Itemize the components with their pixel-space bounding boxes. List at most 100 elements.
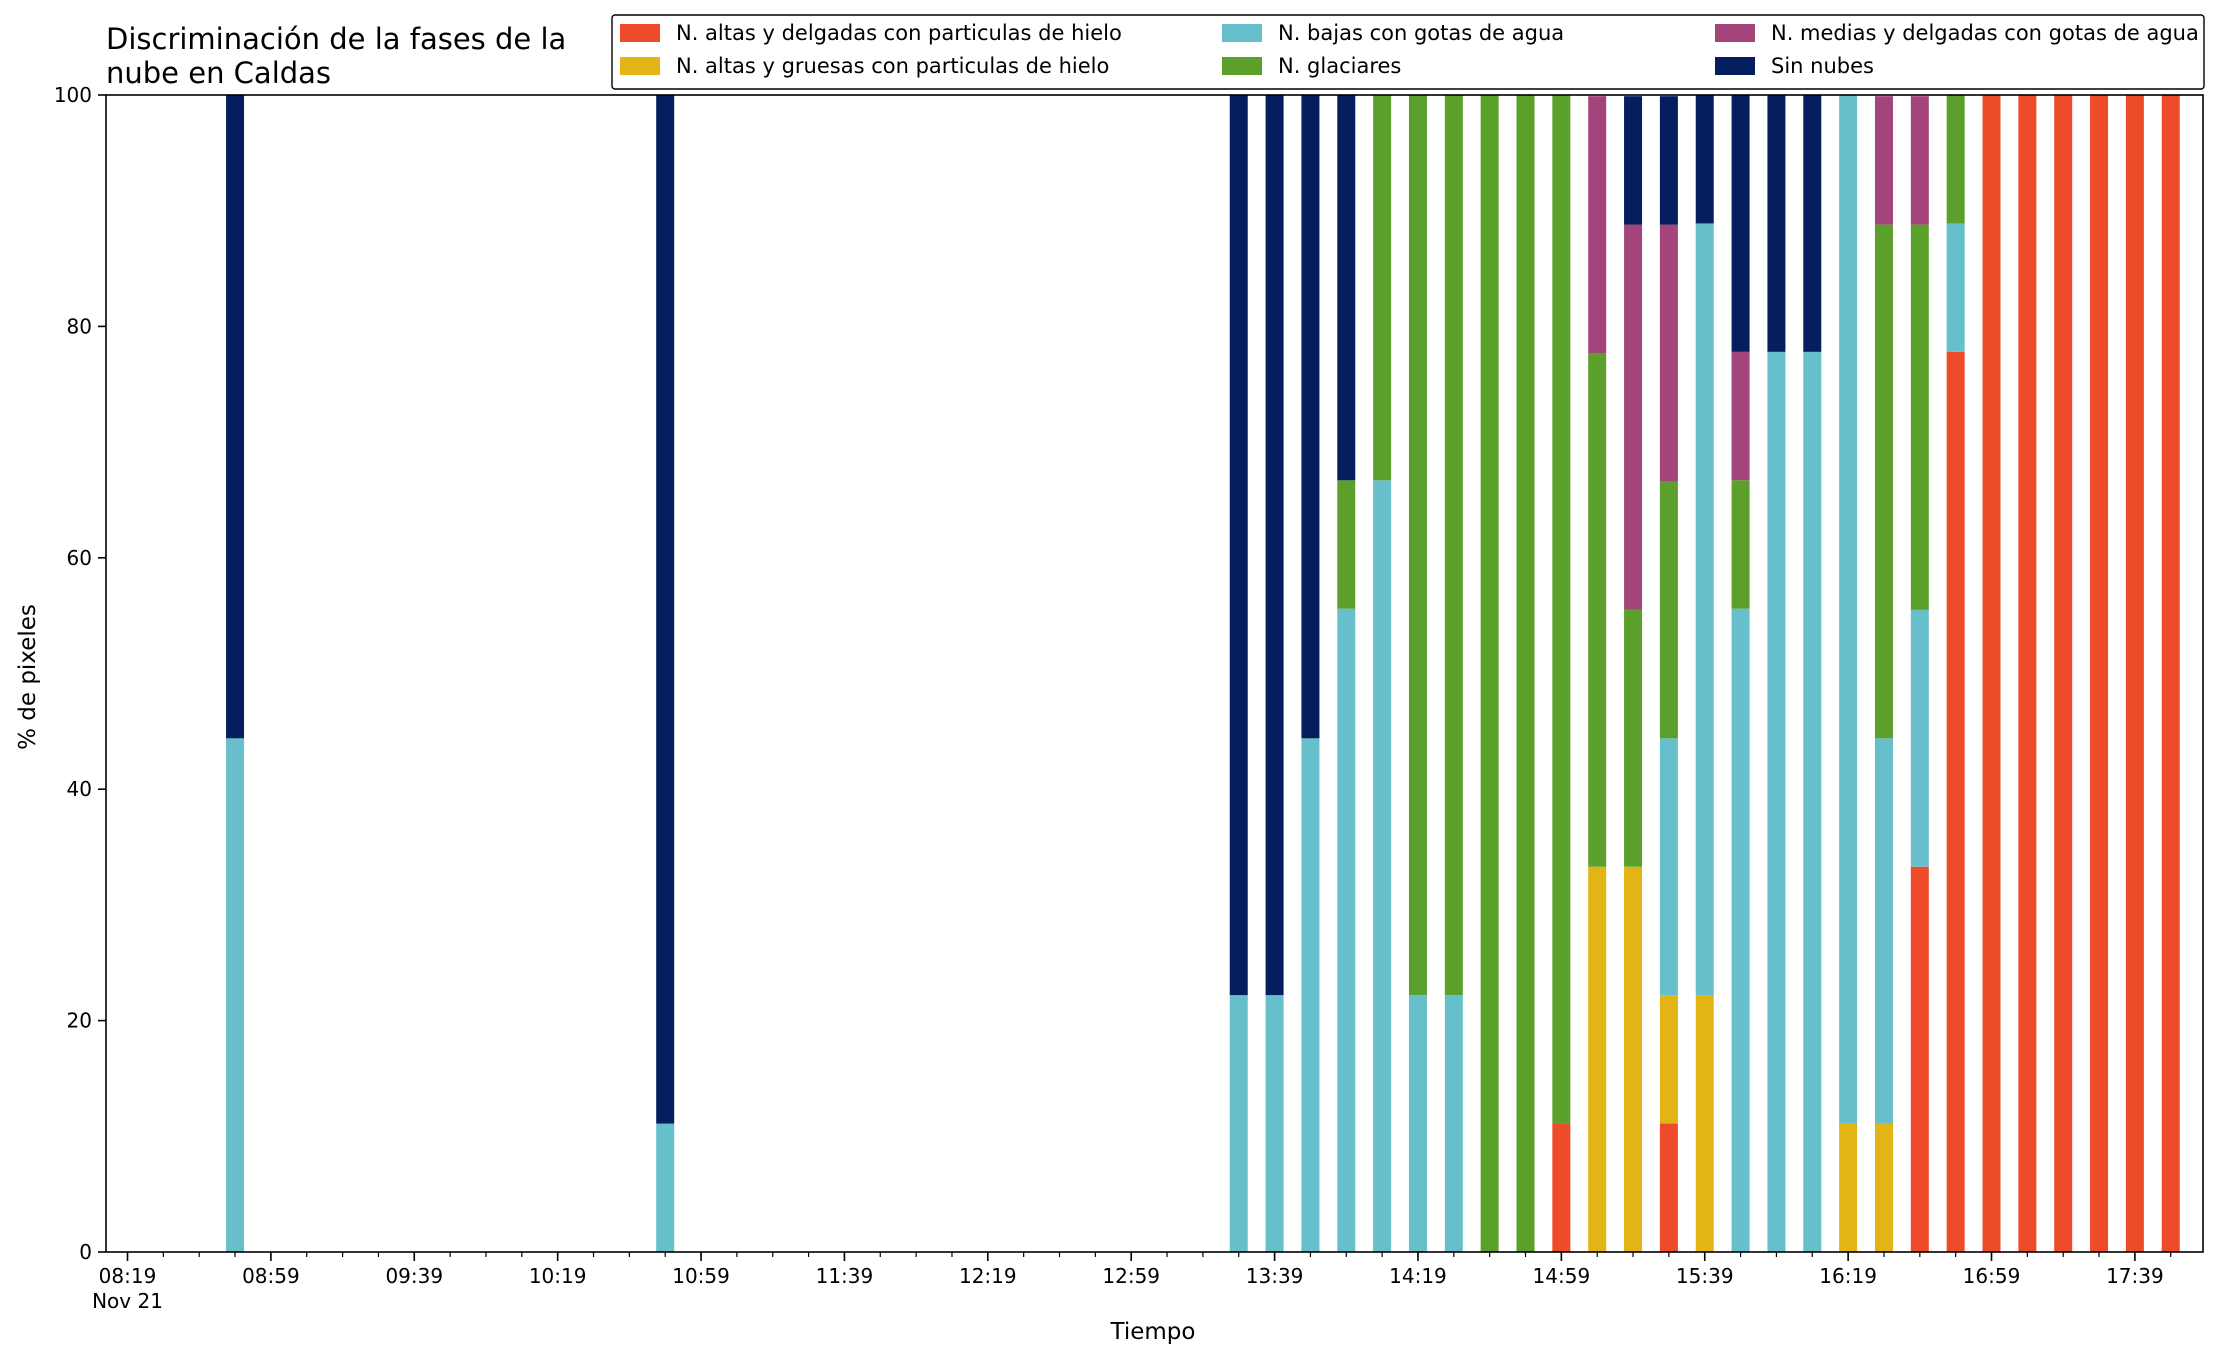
bar-segment-water_low-1419	[1408, 995, 1427, 1252]
bar-segment-ice_thin-1529	[1659, 1123, 1678, 1252]
legend-label-ice_thick: N. altas y gruesas con particulas de hie…	[676, 54, 1109, 78]
bar-segment-glacier-1549	[1731, 480, 1750, 609]
bar-segment-glacier-1439	[1480, 95, 1499, 1252]
x-tick-label: 10:19	[529, 1264, 587, 1288]
bar-segment-water_low-1529	[1659, 738, 1678, 996]
plot-frame	[105, 94, 2204, 1253]
bar-segment-clear-1609	[1803, 95, 1822, 352]
bar-segment-glacier-1359	[1337, 480, 1356, 609]
x-tick-label: 10:59	[672, 1264, 730, 1288]
bar-segment-ice_thin-1719	[2054, 95, 2073, 1252]
bar-segment-ice_thick-1509	[1588, 866, 1607, 1252]
legend-label-water_low: N. bajas con gotas de agua	[1278, 21, 1564, 45]
bar-segment-water_low-1429	[1444, 995, 1463, 1252]
legend-swatch-ice_thin	[620, 24, 660, 42]
bar-segment-clear-1349	[1301, 95, 1320, 739]
bar-segment-ice_thin-1739	[2125, 95, 2144, 1252]
legend-label-ice_thin: N. altas y delgadas con particulas de hi…	[676, 21, 1122, 45]
bar-segment-water_low-1619	[1839, 95, 1858, 1124]
chart-title-line-2: nube en Caldas	[106, 56, 331, 90]
legend-swatch-water_low	[1222, 24, 1262, 42]
bar-segment-water_low-1559	[1767, 351, 1786, 1253]
bar-segment-clear-1329	[1229, 95, 1248, 996]
bar-segment-clear-1049	[656, 95, 675, 1124]
bar-segment-water_low-1549	[1731, 608, 1750, 1252]
chart-title-line-1: Discriminación de la fases de la	[106, 22, 566, 56]
bar-segment-glacier-1629	[1874, 224, 1893, 739]
bar-segment-water_low-1049	[656, 1123, 675, 1252]
y-tick-label: 80	[67, 314, 92, 338]
bar-segment-ice_thin-1749	[2161, 95, 2180, 1252]
bar-segment-water_low-1329	[1229, 995, 1248, 1252]
x-tick-label: 11:39	[816, 1264, 874, 1288]
bar-segment-water_mid-1509	[1588, 96, 1607, 354]
bar-segment-water_low-1639	[1910, 609, 1929, 867]
x-tick-label: 16:59	[1963, 1264, 2021, 1288]
y-tick-label: 60	[67, 546, 92, 570]
bar-segment-glacier-1519	[1624, 609, 1643, 867]
x-tick-label: 15:39	[1676, 1264, 1734, 1288]
bar-segment-clear-1549	[1731, 95, 1750, 352]
bar-segment-ice_thin-1659	[1982, 95, 2001, 1252]
legend-label-clear: Sin nubes	[1771, 54, 1874, 78]
bar-segment-water_low-1609	[1803, 351, 1822, 1253]
bar-segment-clear-1519	[1624, 96, 1643, 225]
bar-segment-ice_thick-1519	[1624, 866, 1643, 1252]
legend-swatch-glacier	[1222, 57, 1262, 75]
bar-segment-glacier-1459	[1552, 95, 1571, 1124]
x-tick-date-label: Nov 21	[92, 1289, 163, 1313]
x-tick-label: 09:39	[385, 1264, 443, 1288]
y-tick-label: 20	[67, 1009, 92, 1033]
bar-segment-water_mid-1639	[1910, 96, 1929, 225]
y-tick-label: 40	[67, 777, 92, 801]
legend-label-glacier: N. glaciares	[1278, 54, 1401, 78]
x-tick-label: 17:39	[2106, 1264, 2164, 1288]
bar-segment-clear-1559	[1767, 95, 1786, 352]
bar-segment-glacier-1639	[1910, 224, 1929, 610]
bar-segment-ice_thick-1529	[1659, 995, 1678, 1124]
bar-segment-glacier-1449	[1516, 95, 1535, 1252]
legend: N. altas y delgadas con particulas de hi…	[611, 14, 2205, 90]
bar-segment-clear-0849	[226, 95, 245, 739]
legend-frame	[611, 14, 2205, 90]
bar-segment-ice_thin-1639	[1910, 866, 1929, 1252]
x-tick-label: 14:59	[1533, 1264, 1591, 1288]
bar-segment-ice_thick-1619	[1839, 1123, 1858, 1252]
bar-segment-water_low-0849	[226, 738, 245, 1252]
bar-segment-water_low-1339	[1265, 995, 1284, 1252]
x-tick-label: 14:19	[1389, 1264, 1447, 1288]
x-tick-label: 12:59	[1102, 1264, 1160, 1288]
bar-segment-glacier-1529	[1659, 481, 1678, 739]
legend-swatch-ice_thick	[620, 57, 660, 75]
legend-label-water_mid: N. medias y delgadas con gotas de agua	[1771, 21, 2199, 45]
bar-segment-ice_thick-1539	[1695, 995, 1714, 1252]
bar-segment-ice_thick-1629	[1874, 1123, 1893, 1252]
x-tick-label: 12:19	[959, 1264, 1017, 1288]
bar-segment-water_low-1649	[1946, 223, 1965, 352]
bar-segment-water_low-1409	[1373, 480, 1392, 1252]
bar-segment-glacier-1429	[1444, 95, 1463, 996]
x-tick-label: 08:19	[99, 1264, 157, 1288]
bar-segment-clear-1539	[1695, 95, 1714, 224]
x-tick-label: 13:39	[1246, 1264, 1304, 1288]
bar-segment-glacier-1409	[1373, 95, 1392, 481]
legend-swatch-clear	[1715, 57, 1755, 75]
bar-segment-water_low-1629	[1874, 738, 1893, 1124]
bar-segment-glacier-1509	[1588, 353, 1607, 867]
bar-segment-clear-1529	[1659, 96, 1678, 225]
x-tick-label: 08:59	[242, 1264, 300, 1288]
bar-segment-water_low-1349	[1301, 738, 1320, 1252]
bar-segment-clear-1339	[1265, 95, 1284, 996]
bar-segment-glacier-1649	[1946, 95, 1965, 224]
bar-segment-ice_thin-1649	[1946, 351, 1965, 1253]
x-axis-label: Tiempo	[1110, 1319, 1196, 1345]
bar-segment-water_mid-1519	[1624, 224, 1643, 610]
bar-segment-glacier-1419	[1408, 95, 1427, 996]
legend-swatch-water_mid	[1715, 24, 1755, 42]
bar-segment-water_mid-1629	[1874, 96, 1893, 225]
bar-segment-ice_thin-1459	[1552, 1123, 1571, 1252]
bar-segment-water_low-1539	[1695, 223, 1714, 996]
y-axis-label: % de pixeles	[15, 604, 41, 750]
